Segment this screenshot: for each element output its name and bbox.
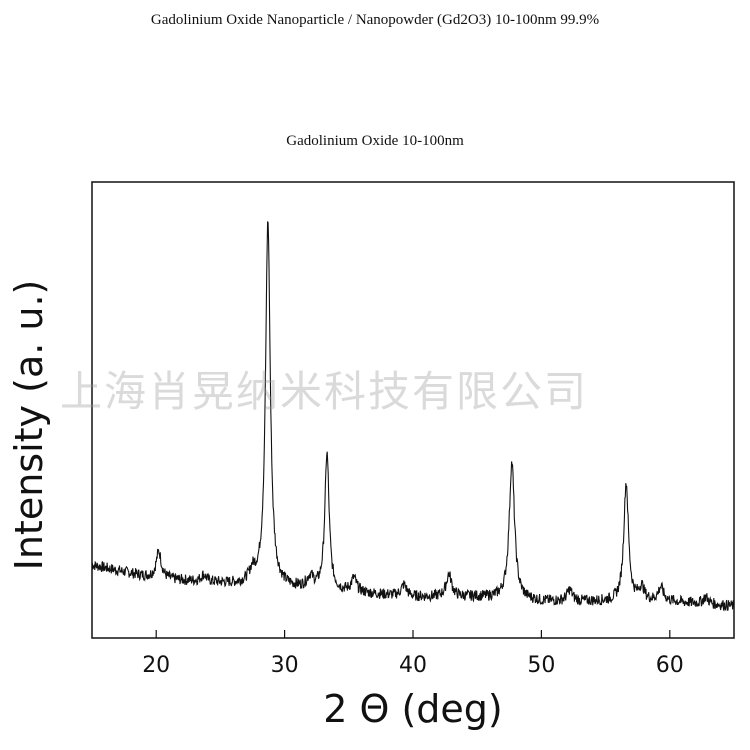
y-axis-label: Intensity (a. u.) xyxy=(7,280,51,571)
x-axis-label: 2 Θ (deg) xyxy=(323,687,503,731)
x-tick-label: 20 xyxy=(142,653,170,678)
chart-title: Gadolinium Oxide 10-100nm xyxy=(286,133,464,149)
x-tick-label: 40 xyxy=(399,653,427,678)
watermark: 上海肖晃纳米科技有限公司 xyxy=(60,367,589,416)
xrd-intensity-line xyxy=(91,221,735,612)
page-title: Gadolinium Oxide Nanoparticle / Nanopowd… xyxy=(150,12,600,28)
x-tick-label: 50 xyxy=(527,653,555,678)
x-axis-ticks: 20 30 40 50 60 xyxy=(142,630,684,678)
x-tick-label: 60 xyxy=(656,653,684,678)
x-tick-label: 30 xyxy=(271,653,299,678)
